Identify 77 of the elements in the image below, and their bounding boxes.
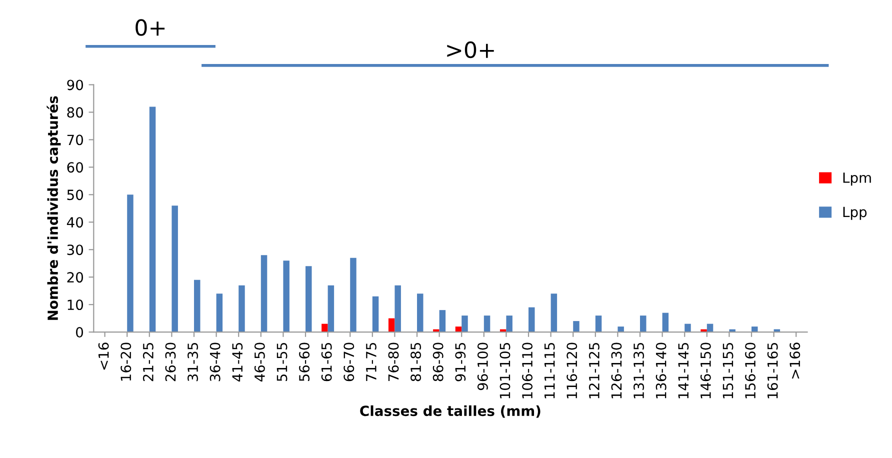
text: 0+ [136,19,165,36]
bar [573,321,580,332]
x-tick-label: 126-130 [611,342,622,398]
bar [306,266,312,332]
x-tick-label: 96-100 [477,342,488,390]
x-tick-label: 161-165 [767,342,778,398]
x-tick-label: 76-80 [388,342,399,381]
bar [684,324,691,332]
x-tick-label: 151-155 [722,342,734,398]
legend-label: Lpp [843,206,867,220]
bar [550,294,558,332]
bar [328,285,334,332]
legend-label: Lpm [843,172,871,186]
y-axis-title: Nombre d'individus capturés [46,96,61,320]
x-tick-label: 131-135 [634,342,644,398]
y-tick-label: 70 [67,134,84,146]
y-tick-label: 30 [67,244,84,256]
bar [528,307,535,332]
bar [149,106,156,332]
x-tick-label: 111-115 [544,342,555,398]
x-tick-label: 26-30 [165,342,176,382]
bar [388,318,395,332]
x-tick-label: 31-35 [188,342,198,382]
x-tick-label: 71-75 [366,342,376,381]
x-tick-label: 86-90 [432,342,444,382]
bar [417,294,424,332]
bar [372,296,379,332]
x-tick-label: 91-95 [455,342,466,382]
x-tick-label: >166 [790,342,800,378]
bar [484,316,490,332]
bar [439,310,446,332]
x-tick-label: 106-110 [522,342,533,398]
x-tick-label: 41-45 [232,342,243,382]
x-tick-label: 136-140 [656,342,666,398]
bar [216,294,223,332]
y-tick-label: 40 [66,217,84,228]
x-tick-label: 46-50 [254,342,265,382]
bar [618,326,624,332]
bar [662,312,669,332]
bar [595,316,602,332]
x-tick-label: 36-40 [210,342,220,382]
x-tick-label: 116-120 [566,342,578,398]
x-tick-label: 66-70 [344,342,354,382]
bar [506,316,512,332]
y-tick-label: 90 [67,80,84,90]
y-tick-label: 50 [67,190,84,200]
text: >0+ [447,41,494,58]
bar [752,326,758,332]
y-tick-label: 60 [67,162,84,173]
bar [194,280,200,332]
x-tick-label: 16-20 [120,342,132,381]
x-tick-label: <16 [98,342,109,370]
bar [260,255,268,332]
bar [640,316,646,332]
bar [172,206,178,332]
x-tick-label: 21-25 [142,342,154,382]
bar [350,258,356,332]
x-tick-label: 61-65 [321,342,332,382]
x-tick-label: 51-55 [276,342,288,382]
bar [127,194,134,332]
bar [322,324,328,332]
x-tick-label: 81-85 [410,342,422,382]
x-tick-label: 156-160 [745,342,756,398]
bar [462,316,468,332]
bar [394,285,401,332]
x-tick-label: 56-60 [299,342,310,382]
y-tick-label: 20 [67,272,84,283]
x-tick-label: 121-125 [588,342,600,398]
x-tick-label: 141-145 [678,342,689,398]
x-tick-label: 101-105 [500,342,510,398]
x-axis-title: Classes de tailles (mm) [360,405,540,418]
x-tick-label: 146-150 [700,342,711,398]
y-tick-label: 10 [68,300,84,310]
y-tick-label: 80 [67,107,84,118]
bar [238,285,245,332]
bar [283,260,290,332]
y-tick-label: 0 [76,327,84,338]
